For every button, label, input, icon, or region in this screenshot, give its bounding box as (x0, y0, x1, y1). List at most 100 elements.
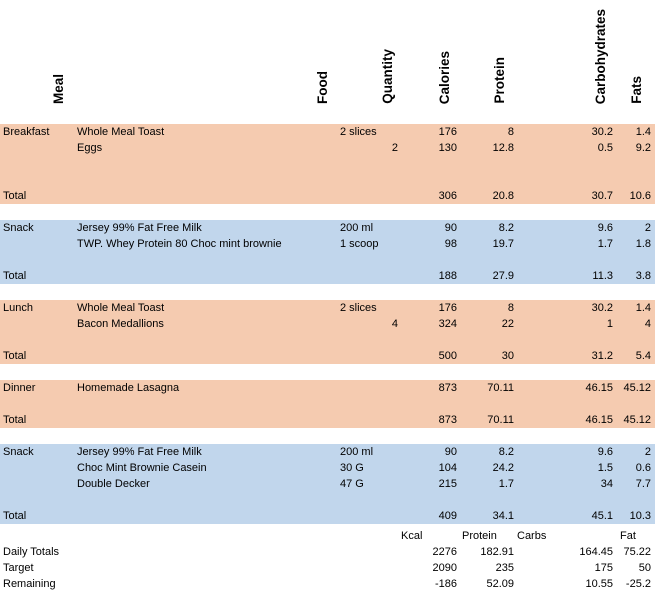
cell-qnum: 4 (391, 318, 398, 330)
total-carb: 46.15 (585, 414, 613, 426)
cell-pro: 22 (501, 318, 514, 330)
table-row: Double Decker 47 G 215 1.7 34 7.7 (0, 476, 655, 492)
total-label: Total (3, 270, 27, 282)
cell-carb: 30.2 (591, 126, 613, 138)
cell-fat: 9.2 (635, 142, 651, 154)
total-label: Total (3, 350, 27, 362)
total-cal: 306 (438, 190, 457, 202)
total-cal: 500 (438, 350, 457, 362)
summary-carb: 175 (594, 562, 613, 574)
cell-cal: 104 (438, 462, 457, 474)
cell-pro: 1.7 (498, 478, 514, 490)
cell-pro: 70.11 (487, 382, 514, 394)
table-row: Choc Mint Brownie Casein 30 G 104 24.2 1.5 0.… (0, 460, 655, 476)
cell-qty: 47 G (340, 478, 364, 490)
total-fat: 3.8 (635, 270, 651, 282)
cell-pro: 8.2 (498, 446, 514, 458)
cell-fat: 0.6 (635, 462, 651, 474)
total-pro: 34.1 (492, 510, 514, 522)
cell-food: TWP. Whey Protein 80 Choc mint brownie (77, 238, 282, 250)
table-row: Snack Jersey 99% Fat Free Milk 200 ml 90 8.2… (0, 444, 655, 460)
table-row: TWP. Whey Protein 80 Choc mint brownie 1 … (0, 236, 655, 252)
summary-label: Daily Totals (3, 546, 60, 558)
cell-fat: 1.4 (635, 126, 651, 138)
summary-row: Daily Totals 2276 182.91 164.45 75.22 (0, 544, 655, 560)
cell-carb: 34 (600, 478, 613, 490)
cell-meal: Breakfast (3, 126, 50, 138)
total-cal: 873 (438, 414, 457, 426)
cell-fat: 2 (644, 446, 651, 458)
summary-fat: -25.2 (625, 578, 651, 590)
summary-label: Target (3, 562, 34, 574)
cell-cal: 176 (438, 302, 457, 314)
cell-meal: Snack (3, 446, 34, 458)
table-row: Lunch Whole Meal Toast 2 slices 176 8 30.2 1.4 (0, 300, 655, 316)
summary-header-fat: Fat (620, 530, 636, 542)
summary-cal: -186 (434, 578, 457, 590)
cell-carb: 1.5 (597, 462, 613, 474)
total-fat: 5.4 (635, 350, 651, 362)
cell-food: Double Decker (77, 478, 150, 490)
total-fat: 10.6 (629, 190, 651, 202)
total-label: Total (3, 510, 27, 522)
summary-row: Target 2090 235 175 50 (0, 560, 655, 576)
cell-cal: 324 (438, 318, 457, 330)
total-pro: 27.9 (492, 270, 514, 282)
cell-pro: 24.2 (492, 462, 514, 474)
cell-food: Jersey 99% Fat Free Milk (77, 222, 202, 234)
header-protein: Protein (492, 57, 507, 104)
cell-qnum: 2 (391, 142, 398, 154)
meal-section (0, 220, 655, 284)
summary-cal: 2090 (432, 562, 457, 574)
total-pro: 30 (501, 350, 514, 362)
cell-fat: 1.8 (635, 238, 651, 250)
cell-qty: 30 G (340, 462, 364, 474)
cell-qty: 2 slices (340, 126, 377, 138)
cell-meal: Snack (3, 222, 34, 234)
meal-section (0, 300, 655, 364)
cell-cal: 130 (438, 142, 457, 154)
summary-header-kcal: Kcal (401, 530, 423, 542)
table-row: Breakfast Whole Meal Toast 2 slices 176 8 30.… (0, 124, 655, 140)
cell-fat: 2 (644, 222, 651, 234)
cell-food: Homemade Lasagna (77, 382, 180, 394)
header-food: Food (315, 71, 330, 104)
cell-fat: 1.4 (635, 302, 651, 314)
summary-header-carbs: Carbs (517, 530, 547, 542)
cell-pro: 19.7 (492, 238, 514, 250)
cell-fat: 4 (644, 318, 651, 330)
total-label: Total (3, 414, 27, 426)
summary-pro: 52.09 (486, 578, 514, 590)
total-carb: 31.2 (591, 350, 613, 362)
total-row: Total 873 70.11 46.15 45.12 (0, 412, 655, 428)
summary-pro: 235 (495, 562, 514, 574)
table-row: Dinner Homemade Lasagna 873 70.11 46.15 45.12 (0, 380, 655, 396)
summary-header-protein: Protein (462, 530, 497, 542)
total-pro: 20.8 (492, 190, 514, 202)
cell-carb: 0.5 (597, 142, 613, 154)
cell-pro: 12.8 (492, 142, 514, 154)
cell-carb: 9.6 (597, 446, 613, 458)
cell-meal: Dinner (3, 382, 36, 394)
total-label: Total (3, 190, 27, 202)
summary-fat: 75.22 (623, 546, 651, 558)
column-header-row: Meal Food Quantity Calories Protein Carb… (0, 0, 655, 118)
cell-qty: 200 ml (340, 446, 374, 458)
cell-cal: 176 (438, 126, 457, 138)
total-carb: 45.1 (591, 510, 613, 522)
total-row: Total 306 20.8 30.7 10.6 (0, 188, 655, 204)
total-row: Total 409 34.1 45.1 10.3 (0, 508, 655, 524)
cell-food: Whole Meal Toast (77, 302, 165, 314)
meal-section (0, 124, 655, 204)
cell-meal: Lunch (3, 302, 33, 314)
cell-cal: 90 (444, 446, 457, 458)
summary-carb: 10.55 (585, 578, 613, 590)
total-cal: 188 (438, 270, 457, 282)
cell-fat: 45.12 (623, 382, 651, 394)
cell-pro: 8.2 (498, 222, 514, 234)
header-meal: Meal (51, 73, 66, 104)
cell-pro: 8 (507, 126, 514, 138)
summary-pro: 182.91 (480, 546, 514, 558)
cell-carb: 1 (606, 318, 613, 330)
summary-row: Remaining -186 52.09 10.55 -25.2 (0, 576, 655, 592)
